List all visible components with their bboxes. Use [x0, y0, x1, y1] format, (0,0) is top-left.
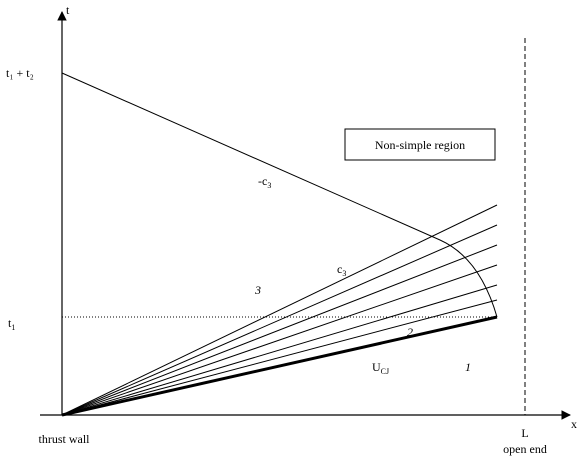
open-end-label: open end	[503, 442, 547, 456]
x-axis-label: x	[571, 417, 577, 431]
L-label: L	[521, 426, 528, 440]
rarefaction-fan	[61, 204, 498, 416]
t1-base: t	[8, 316, 12, 330]
region-label: 2	[407, 325, 413, 339]
t1-label: t1	[8, 316, 15, 332]
region-label: 1	[465, 360, 471, 374]
label-sub: CJ	[381, 367, 389, 376]
label-base: c	[337, 262, 342, 276]
reflected-characteristic	[61, 72, 498, 318]
c3-label: c3	[337, 262, 346, 278]
origin-label: thrust wall	[39, 432, 91, 446]
t1-sub: 1	[11, 323, 15, 332]
region-label: 3	[254, 283, 261, 297]
t1-plus-t2-label: t₁ + t₂	[6, 66, 34, 80]
label-sub: 3	[342, 269, 346, 278]
box-label: Non-simple region	[375, 138, 465, 152]
label-base: U	[372, 360, 381, 374]
detonation-front	[61, 315, 498, 417]
label-base: -c	[258, 174, 267, 188]
label-sub: 3	[267, 181, 271, 190]
region-box	[344, 128, 496, 161]
minus-c3-label: -c3	[258, 174, 271, 190]
t-axis-label: t	[66, 3, 70, 17]
ucj-label: UCJ	[372, 360, 389, 376]
